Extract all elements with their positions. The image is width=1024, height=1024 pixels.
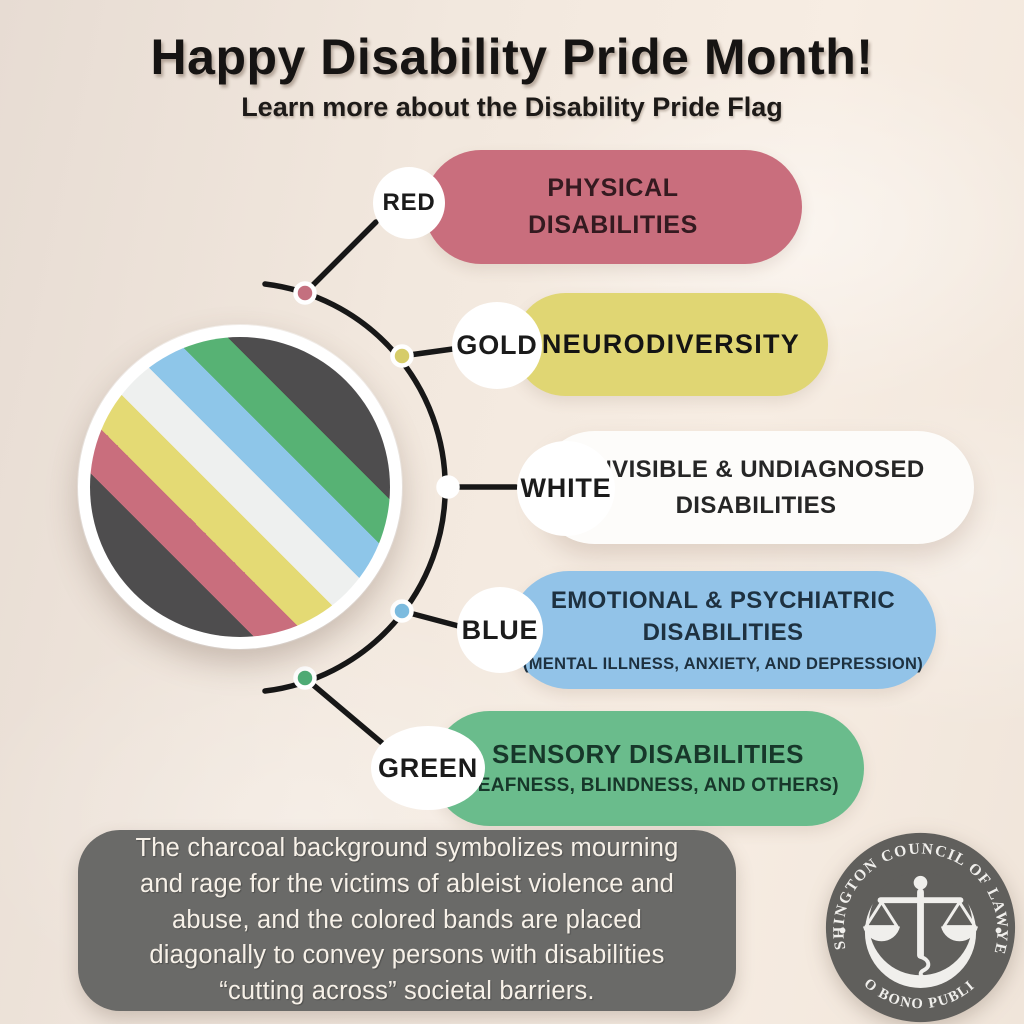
- pill-invisible-disabilities-label: INVISIBLE & UNDIAGNOSED DISABILITIES: [587, 455, 925, 519]
- pill-sensory-disabilities: SENSORY DISABILITIES (DEAFNESS, BLINDNES…: [432, 711, 864, 826]
- color-label-white: WHITE: [517, 441, 615, 536]
- washington-council-of-lawyers-seal: WASHINGTON COUNCIL OF LAWYERS PRO BONO P…: [823, 830, 1016, 1023]
- color-label-blue-text: BLUE: [461, 614, 539, 645]
- pill-emotional-label: EMOTIONAL & PSYCHIATRIC DISABILITIES: [550, 586, 896, 647]
- color-label-green-text: GREEN: [377, 752, 479, 783]
- page-subtitle: Learn more about the Disability Pride Fl…: [241, 92, 783, 122]
- color-label-gold: GOLD: [452, 302, 542, 389]
- red-node-dot: [293, 281, 317, 305]
- pill-neurodiversity: NEURODIVERSITY: [514, 293, 828, 396]
- pill-physical-disabilities: PHYSICAL DISABILITIES: [424, 150, 802, 264]
- color-label-red: RED: [373, 167, 445, 239]
- seal-left-dot: [839, 927, 846, 934]
- gold-node-dot: [390, 344, 414, 368]
- green-connector-line: [302, 675, 391, 751]
- pill-sensory-sublabel: (DEAFNESS, BLINDNESS, AND OTHERS): [457, 775, 839, 797]
- scales-of-justice-icon: [862, 875, 979, 981]
- white-node-dot: [436, 475, 460, 499]
- pill-neurodiversity-label: NEURODIVERSITY: [541, 329, 801, 359]
- flag-stripes: [90, 337, 390, 637]
- color-label-white-text: WHITE: [520, 473, 612, 503]
- pill-sensory-label: SENSORY DISABILITIES: [492, 739, 804, 770]
- disability-pride-flag: [78, 325, 402, 649]
- color-label-red-text: RED: [382, 189, 436, 216]
- color-label-green: GREEN: [371, 726, 485, 810]
- seal-right-dot: [995, 927, 1002, 934]
- pill-emotional-sublabel: (MENTAL ILLNESS, ANXIETY, AND DEPRESSION…: [522, 654, 924, 673]
- blue-node-dot: [390, 599, 414, 623]
- page-title: Happy Disability Pride Month!: [150, 29, 874, 85]
- flag-meaning-note-text: The charcoal background symbolizes mourn…: [135, 834, 679, 1006]
- color-label-blue: BLUE: [457, 587, 543, 673]
- color-label-gold-text: GOLD: [456, 330, 538, 360]
- flag-meaning-note: The charcoal background symbolizes mourn…: [78, 830, 736, 1011]
- pill-emotional-psychiatric-disabilities: EMOTIONAL & PSYCHIATRIC DISABILITIES (ME…: [510, 571, 936, 689]
- red-connector-line: [302, 219, 379, 296]
- pill-physical-disabilities-label: PHYSICAL DISABILITIES: [528, 173, 698, 240]
- green-node-dot: [293, 666, 317, 690]
